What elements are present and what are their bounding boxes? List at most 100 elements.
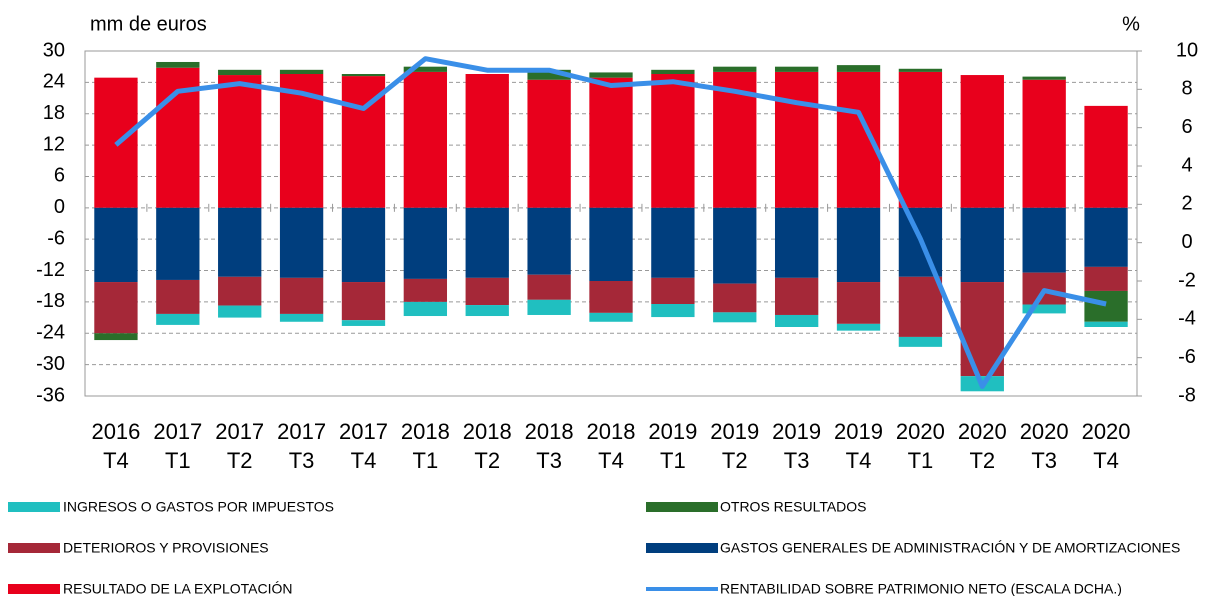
y-tick-label: -6	[47, 227, 65, 249]
bar	[94, 207, 138, 283]
bar	[1084, 266, 1128, 291]
bar	[774, 71, 819, 208]
bar	[898, 276, 943, 337]
bar	[651, 277, 695, 304]
bar	[156, 313, 200, 325]
bar	[651, 69, 695, 74]
x-tick-label: T3	[289, 448, 315, 473]
y-tick-label: 30	[43, 39, 65, 61]
bar	[279, 207, 324, 278]
bar	[94, 282, 138, 334]
x-tick-label: 2018	[463, 419, 512, 444]
x-tick-label: 2017	[339, 419, 388, 444]
y2-tick-label: -2	[1178, 269, 1196, 291]
plot-frame	[84, 50, 1138, 397]
bar	[713, 207, 757, 284]
x-tick-label: 2019	[772, 419, 821, 444]
x-tick-label: 2020	[1082, 419, 1131, 444]
bar	[279, 69, 324, 74]
y-tick-label: -36	[36, 384, 65, 406]
legend-label: OTROS RESULTADOS	[720, 499, 867, 515]
bar	[774, 207, 819, 278]
y2-tick-label: 6	[1181, 116, 1192, 138]
bar	[218, 276, 262, 306]
legend-swatch	[8, 502, 60, 512]
bar	[898, 336, 943, 347]
bar	[774, 277, 819, 315]
bar	[960, 207, 1004, 283]
legend-swatch	[8, 543, 60, 553]
bar	[527, 69, 571, 80]
bar	[898, 68, 943, 72]
legend-swatch	[8, 584, 60, 594]
x-tick-label: 2018	[587, 419, 636, 444]
x-tick-label: T3	[1031, 448, 1057, 473]
bar	[713, 66, 757, 72]
bar	[589, 77, 633, 208]
bar	[465, 277, 509, 306]
y-tick-label: 0	[54, 196, 65, 218]
y-tick-label: 6	[54, 165, 65, 187]
legend-label: RENTABILIDAD SOBRE PATRIMONIO NETO (ESCA…	[720, 581, 1122, 596]
y2-tick-label: 10	[1176, 39, 1198, 61]
bar	[1022, 304, 1066, 314]
y2-tick-label: 0	[1181, 231, 1192, 253]
bar	[713, 312, 757, 323]
bar	[774, 314, 819, 327]
x-tick-label: 2019	[834, 419, 883, 444]
legend-label: RESULTADO DE LA EXPLOTACIÓN	[63, 581, 293, 596]
x-tick-label: T2	[969, 448, 995, 473]
x-tick-label: T1	[165, 448, 191, 473]
bar	[341, 74, 386, 77]
legend-label: GASTOS GENERALES DE ADMINISTRACIÓN Y DE …	[720, 540, 1180, 556]
bar	[1022, 207, 1066, 273]
bar	[836, 65, 881, 72]
x-tick-label: T3	[784, 448, 810, 473]
bar	[836, 323, 881, 331]
x-tick-label: 2018	[525, 419, 574, 444]
y-tick-label: -24	[36, 322, 65, 344]
bar	[589, 72, 633, 78]
bar	[279, 313, 324, 322]
x-tick-label: 2019	[648, 419, 697, 444]
bar	[403, 278, 448, 302]
bar	[218, 305, 262, 318]
bar	[651, 207, 695, 278]
bar	[403, 301, 448, 317]
y2-tick-label: -4	[1178, 308, 1196, 330]
legend-swatch	[646, 502, 718, 512]
y2-axis-label: %	[1122, 13, 1140, 35]
x-tick-label: T2	[722, 448, 748, 473]
y2-tick-label: 4	[1181, 154, 1192, 176]
x-tick-label: 2018	[401, 419, 450, 444]
bar	[527, 274, 571, 300]
x-tick-label: T1	[660, 448, 686, 473]
x-tick-label: 2019	[710, 419, 759, 444]
bar	[960, 75, 1004, 208]
y2-tick-label: 8	[1181, 78, 1192, 100]
bar	[403, 66, 448, 72]
x-tick-label: T1	[908, 448, 934, 473]
bar	[94, 333, 138, 341]
bar	[1022, 79, 1066, 208]
x-tick-label: 2017	[277, 419, 326, 444]
legend-swatch	[646, 543, 718, 553]
bar	[341, 320, 386, 326]
bar	[836, 282, 881, 324]
x-tick-label: 2020	[896, 419, 945, 444]
bar	[403, 71, 448, 208]
bar	[527, 299, 571, 315]
bar	[403, 207, 448, 279]
bar	[341, 282, 386, 321]
legend-label: DETERIOROS Y PROVISIONES	[63, 540, 269, 556]
y2-tick-label: 2	[1181, 193, 1192, 215]
bar	[836, 207, 881, 283]
bar	[156, 61, 200, 68]
bar	[341, 207, 386, 283]
y-tick-label: 18	[43, 102, 65, 124]
bar	[651, 74, 695, 208]
bar	[156, 279, 200, 314]
y-tick-label: 12	[43, 133, 65, 155]
bar	[589, 312, 633, 322]
bar	[1084, 207, 1128, 267]
